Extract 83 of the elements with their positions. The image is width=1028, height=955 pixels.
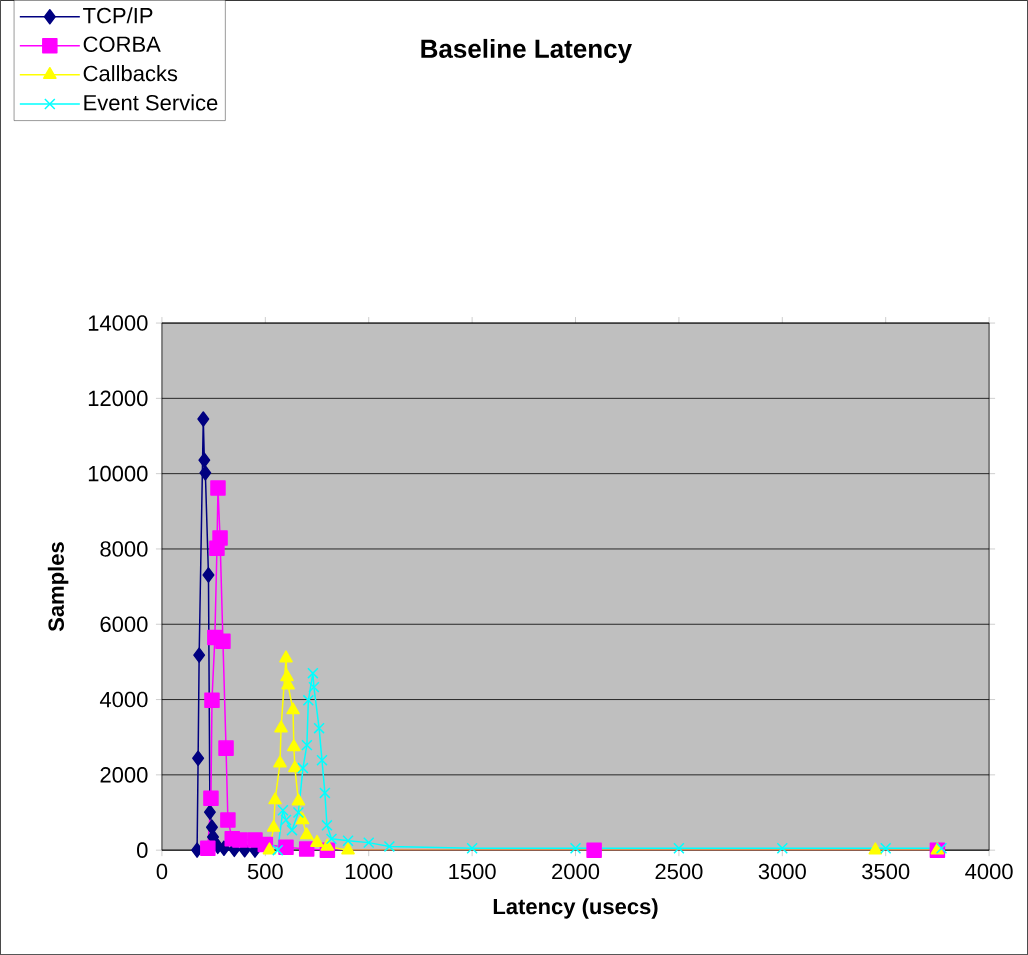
point	[325, 833, 338, 845]
point	[199, 465, 212, 481]
y-tick-label: 8000	[100, 541, 148, 557]
point	[277, 804, 289, 816]
point	[868, 842, 883, 855]
point	[302, 694, 315, 706]
point	[215, 633, 231, 649]
legend-label: Callbacks	[83, 65, 178, 82]
x-tick-label: 2000	[552, 863, 600, 880]
y-tick-label: 2000	[100, 767, 148, 783]
y-tick-label: 10000	[88, 465, 148, 482]
legend-label: Event Service	[84, 94, 218, 111]
point	[320, 838, 335, 851]
point	[268, 792, 282, 805]
point	[935, 842, 948, 854]
x-axis-title: Latency (usecs)	[493, 898, 658, 919]
point	[342, 835, 354, 847]
point	[280, 814, 292, 826]
point	[287, 739, 301, 752]
point	[295, 812, 310, 825]
y-axis-title: Samples	[47, 542, 69, 632]
point	[299, 827, 314, 840]
point	[218, 740, 234, 756]
x-tick-label: 1000	[345, 863, 393, 880]
x-tick-label: 3500	[862, 863, 910, 880]
point	[272, 844, 284, 856]
point	[292, 806, 305, 819]
point	[569, 842, 582, 854]
x-tick-label: 500	[247, 863, 283, 880]
point	[197, 411, 210, 427]
y-tick-label: 4000	[99, 691, 148, 708]
point	[383, 840, 396, 853]
point	[210, 480, 226, 496]
point	[212, 530, 228, 546]
point	[220, 812, 236, 828]
point	[363, 836, 375, 849]
point	[586, 842, 602, 858]
x-tick-label: 4000	[965, 863, 1013, 880]
point	[232, 832, 248, 848]
point	[192, 750, 205, 767]
point	[291, 793, 306, 806]
point	[279, 650, 293, 663]
point	[274, 720, 288, 733]
point	[298, 841, 315, 857]
legend-label: TCP/IP	[83, 7, 153, 24]
point	[297, 762, 309, 774]
point	[313, 722, 325, 734]
point	[203, 804, 216, 820]
point	[673, 842, 685, 854]
point	[200, 840, 216, 856]
x-tick-label: 1500	[449, 863, 496, 880]
y-tick-label: 0	[137, 842, 148, 858]
x-tick-label: 2500	[655, 863, 703, 880]
point	[341, 842, 355, 855]
point	[262, 842, 277, 855]
x-tick-label: 3000	[758, 863, 806, 880]
point	[193, 647, 206, 663]
point	[288, 760, 302, 773]
point	[198, 452, 211, 468]
point	[316, 754, 328, 766]
point	[319, 787, 331, 799]
y-tick-label: 12000	[88, 390, 148, 407]
x-tick-label: 0	[156, 863, 168, 880]
point	[273, 755, 287, 768]
point	[204, 692, 220, 709]
legend-label: CORBA	[83, 36, 161, 52]
point	[286, 702, 300, 715]
point	[308, 681, 320, 693]
point	[310, 834, 324, 847]
chart-title: Baseline Latency	[421, 38, 632, 64]
point	[266, 819, 281, 832]
point	[286, 824, 298, 836]
point	[278, 839, 294, 855]
point	[466, 842, 478, 854]
point	[321, 819, 333, 831]
y-tick-label: 14000	[88, 315, 148, 331]
point	[202, 567, 215, 583]
y-tick-label: 6000	[100, 616, 148, 633]
point	[203, 790, 219, 806]
point	[301, 739, 313, 751]
point	[776, 842, 789, 854]
point	[880, 842, 892, 854]
point	[307, 667, 319, 679]
